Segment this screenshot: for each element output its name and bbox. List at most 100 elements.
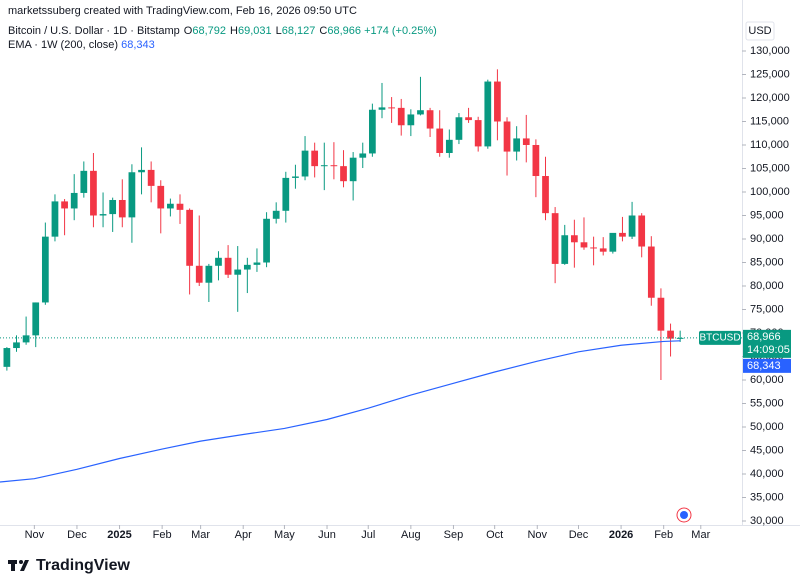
chart-bg [0, 0, 800, 545]
candle-body [590, 247, 597, 249]
last-price-bg [743, 329, 791, 358]
candle-body [272, 210, 280, 219]
y-tick-label: 40,000 [750, 468, 784, 480]
x-tick-label: Dec [569, 529, 589, 541]
legend-ema: EMA · 1W (200, close) [8, 39, 119, 51]
candle-body [253, 262, 261, 265]
candle-body [80, 170, 88, 193]
y-tick-label: 125,000 [750, 68, 790, 80]
event-dot [680, 511, 688, 519]
x-tick-label: 2025 [107, 529, 131, 541]
currency: USD [748, 25, 771, 37]
x-tick-label: Jul [361, 529, 375, 541]
x-tick-label: Nov [527, 529, 547, 541]
candle-body [118, 199, 126, 218]
x-tick-label: Mar [691, 529, 710, 541]
currency-box[interactable] [745, 21, 775, 41]
candle-body [638, 215, 646, 247]
candle-body [369, 109, 376, 154]
y-tick-label: 35,000 [750, 491, 784, 503]
y-tick-label: 75,000 [750, 303, 784, 315]
event-icon [676, 507, 692, 523]
ohlc-key: L [275, 25, 282, 37]
logo-mark [8, 560, 29, 571]
candle-body [13, 342, 20, 349]
candle-body [378, 107, 386, 110]
symbol-tag-bg [699, 330, 741, 345]
y-tick-label: 120,000 [750, 92, 790, 104]
candle-body [580, 242, 588, 248]
y-tick-label: 50,000 [750, 421, 784, 433]
x-tick-label: Nov [25, 529, 45, 541]
x-tick-label: May [274, 529, 295, 541]
y-tick-label: 30,000 [750, 515, 784, 527]
candle-body [186, 209, 193, 266]
ohlc-value: 68,966 [327, 25, 361, 37]
candle-body [445, 139, 453, 153]
symbol: Bitcoin / U.S. Dollar · 1D · Bitstamp [8, 25, 180, 37]
ema-label-bg [743, 358, 791, 373]
y-tick-label: 105,000 [750, 162, 790, 174]
y-tick-label: 95,000 [750, 209, 784, 221]
candle-body [330, 165, 338, 167]
candle-body [619, 232, 626, 237]
x-tick-label: Jun [318, 529, 336, 541]
x-tick-label: Mar [191, 529, 210, 541]
candle-body [157, 185, 165, 209]
candle-body [503, 121, 511, 152]
logo-text: TradingView [36, 557, 131, 574]
candle-body [3, 348, 11, 367]
candle-body [599, 248, 607, 252]
candles [3, 69, 684, 381]
candle-body [426, 110, 434, 129]
candle-body [282, 177, 290, 211]
x-tick-label: Apr [235, 529, 252, 541]
x-tick-label: Oct [486, 529, 503, 541]
candle-body [41, 236, 49, 303]
candle-body [70, 192, 78, 209]
x-tick-label: Dec [67, 529, 87, 541]
candle-body [292, 176, 299, 178]
candle-body [407, 114, 415, 126]
candle-body [215, 257, 222, 266]
candle-body [32, 302, 40, 336]
symbol-line: Bitcoin / U.S. Dollar · 1D · Bitstamp O 68… [8, 25, 437, 37]
ohlc-key: O [183, 25, 193, 37]
candle-body [224, 257, 232, 275]
y-tick-label: 100,000 [750, 186, 790, 198]
ohlc-key: C [319, 25, 328, 37]
ema-label: 68,343 [747, 360, 781, 372]
candle-body [205, 265, 213, 283]
candle-body [320, 165, 328, 167]
credit: marketssuberg created with TradingView.c… [8, 5, 357, 17]
candle-body [340, 166, 347, 182]
candle-body [551, 213, 559, 264]
y-tick-label: 60,000 [750, 374, 784, 386]
candle-body [609, 232, 617, 252]
candle-body [263, 218, 270, 263]
y-tick-label: 130,000 [750, 45, 790, 57]
y-tick-label: 80,000 [750, 280, 784, 292]
y-tick-label: 110,000 [750, 139, 789, 151]
candle-body [167, 203, 174, 209]
candle-body [349, 157, 357, 182]
change: +174 (+0.25%) [364, 25, 437, 37]
x-tick-label: Feb [153, 529, 172, 541]
ohlc-value: 68,127 [281, 25, 316, 37]
candle-body [311, 150, 319, 167]
candle-body [22, 335, 30, 343]
candle-body [474, 120, 482, 147]
candle-body [234, 269, 242, 275]
candle-body [561, 235, 569, 264]
y-tick-label: 115,000 [750, 115, 789, 127]
candle-body [397, 107, 405, 126]
candle-body [532, 144, 540, 177]
countdown: 14:09:05 [747, 344, 790, 356]
candle-body [128, 172, 136, 218]
candle-body [522, 138, 530, 145]
ema-line [0, 340, 681, 483]
candle-body [494, 81, 501, 122]
candle-body [542, 176, 549, 214]
x-tick-label: Sep [444, 529, 464, 541]
